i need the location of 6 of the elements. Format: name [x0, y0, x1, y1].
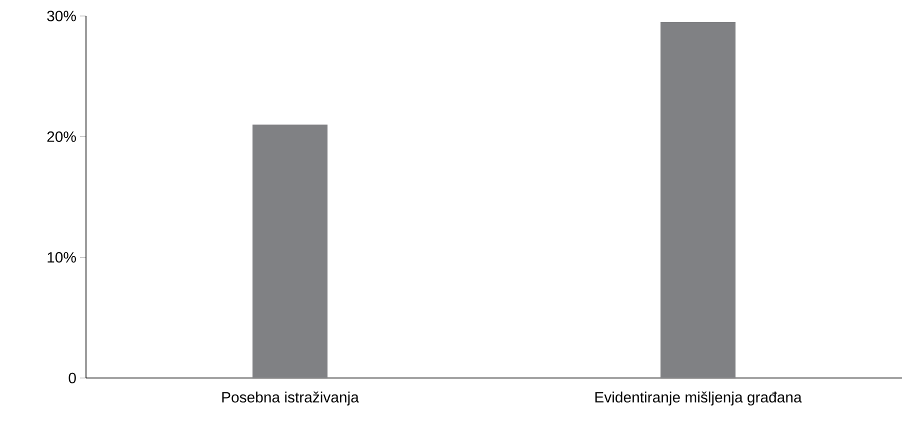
y-tick-label: 10% — [48, 252, 76, 263]
y-tick-label: 20% — [47, 131, 76, 142]
y-tick-label: 30% — [47, 10, 76, 22]
x-tick-label: Evidentiranje mišljenja građana — [595, 392, 802, 406]
y-tick-label: 0 — [68, 372, 76, 384]
x-tick-label: Posebna istraživanja — [222, 392, 359, 406]
